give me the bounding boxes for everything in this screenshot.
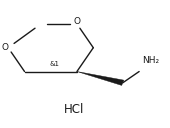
Text: NH₂: NH₂ [142, 56, 159, 65]
Text: O: O [73, 17, 80, 26]
Polygon shape [77, 72, 124, 85]
Text: HCl: HCl [63, 103, 84, 116]
Text: O: O [1, 43, 8, 52]
Text: &1: &1 [49, 61, 59, 67]
